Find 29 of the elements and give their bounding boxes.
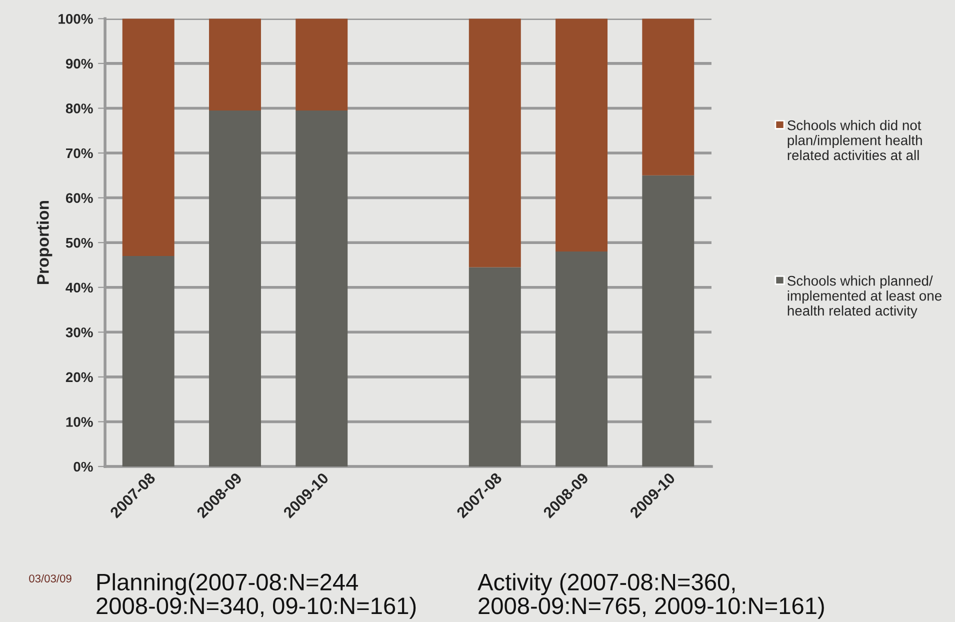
y-tick-label: 40% — [66, 282, 93, 293]
y-tick-label: 70% — [66, 148, 93, 158]
text: Activity (2007-08:N=360, 2008-09:N=765, 2009-10:N=161) — [478, 573, 824, 619]
bar — [122, 18, 174, 256]
bar — [642, 18, 694, 176]
legend-label: Schools which did not plan/implement health related activities at all — [788, 120, 922, 160]
y-tick-label: 50% — [66, 238, 93, 248]
bar — [209, 18, 261, 110]
bar — [122, 256, 174, 466]
y-tick-label: 20% — [66, 372, 93, 382]
text: 03/03/09 — [29, 574, 72, 582]
bar — [556, 18, 608, 252]
bar — [468, 18, 521, 268]
y-tick-label: 30% — [66, 327, 93, 338]
text: Planning(2007-08:N=244 2008-09:N=340, 09-10:N=161) — [96, 573, 416, 619]
y-tick-label: 100% — [58, 14, 93, 24]
y-tick-label: 0% — [74, 462, 93, 472]
bar — [556, 252, 608, 466]
y-tick-label: 60% — [66, 193, 93, 203]
bar — [468, 267, 521, 466]
bar — [296, 18, 348, 110]
y-axis-title: Proportion — [36, 201, 52, 284]
y-tick-label: 90% — [66, 58, 93, 69]
bar — [642, 175, 694, 466]
bar — [209, 110, 261, 466]
y-tick-label: 10% — [66, 417, 93, 427]
bar — [296, 110, 348, 466]
legend-label: Schools which planned/ implemented at least one health related activity — [788, 276, 942, 318]
y-tick-label: 80% — [66, 104, 93, 114]
